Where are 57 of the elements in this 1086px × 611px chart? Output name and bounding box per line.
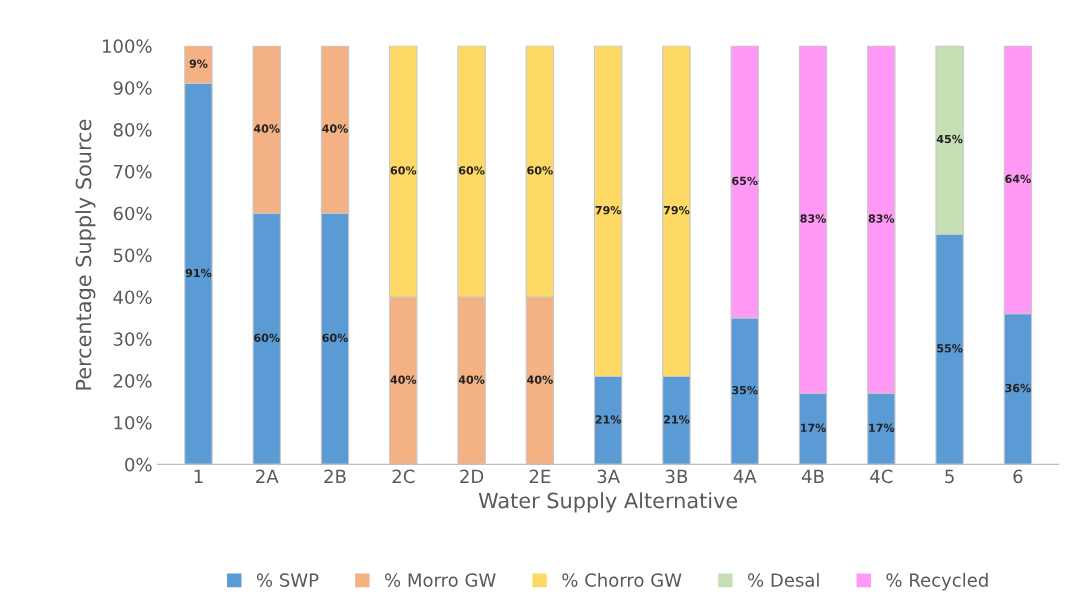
x-tick-label: 2A: [256, 469, 279, 483]
x-tick-label: 1: [194, 469, 203, 483]
data-label: 55%: [937, 344, 963, 353]
data-label: 83%: [800, 214, 826, 223]
data-label: 9%: [189, 59, 208, 68]
data-label: 21%: [664, 415, 690, 424]
x-tick-label: 3B: [665, 469, 688, 484]
data-label: 40%: [322, 124, 348, 133]
data-label: 65%: [732, 176, 758, 186]
data-label: 60%: [458, 166, 485, 175]
data-label: 17%: [869, 423, 895, 433]
data-label: 64%: [1005, 174, 1031, 183]
x-tick-label: 4B: [801, 469, 824, 483]
x-tick-label: 4C: [870, 469, 893, 484]
data-label: 40%: [527, 375, 553, 384]
y-tick-label: 50%: [113, 248, 152, 263]
data-label: 91%: [185, 268, 212, 278]
data-label: 40%: [458, 375, 485, 384]
data-label: 36%: [1005, 383, 1031, 393]
y-tick-label: 60%: [113, 206, 152, 221]
x-tick-label: 2C: [392, 469, 415, 484]
data-label: 45%: [936, 134, 963, 144]
y-tick-label: 70%: [113, 164, 152, 179]
y-tick-label: 90%: [113, 81, 152, 95]
data-label: 79%: [663, 205, 690, 215]
data-label: 60%: [254, 333, 280, 343]
data-label: 83%: [868, 214, 895, 223]
data-label: 17%: [800, 423, 826, 433]
y-tick-label: 100%: [102, 39, 152, 53]
x-axis-title: Water Supply Alternative: [478, 492, 738, 513]
legend-label: % Chorro GW: [562, 572, 682, 587]
data-label: 35%: [732, 385, 758, 395]
x-tick-label: 3A: [597, 469, 620, 484]
y-tick-label: 20%: [113, 374, 152, 388]
data-label: 60%: [390, 166, 417, 175]
y-axis-title: Percentage Supply Source: [75, 119, 96, 390]
y-tick-label: 0%: [125, 457, 152, 472]
data-label: 60%: [527, 166, 553, 175]
legend-label: % Morro GW: [385, 573, 496, 587]
data-label: 79%: [595, 205, 622, 215]
y-tick-label: 10%: [114, 415, 152, 430]
data-label: 40%: [390, 375, 417, 384]
x-tick-label: 2D: [460, 469, 484, 483]
legend-label: % Desal: [748, 572, 819, 587]
y-tick-label: 40%: [113, 290, 152, 305]
x-tick-label: 6: [1013, 469, 1023, 484]
legend-label: % Recycled: [886, 572, 988, 591]
y-tick-label: 30%: [113, 332, 152, 346]
data-label: 60%: [322, 333, 348, 343]
data-label: 21%: [595, 415, 622, 424]
data-label: 40%: [253, 124, 280, 133]
x-tick-label: 2B: [324, 469, 346, 483]
x-tick-label: 5: [945, 469, 954, 484]
x-tick-label: 4A: [733, 469, 757, 483]
legend-label: % SWP: [256, 573, 319, 587]
y-tick-label: 80%: [113, 122, 152, 137]
x-tick-label: 2E: [529, 469, 551, 483]
